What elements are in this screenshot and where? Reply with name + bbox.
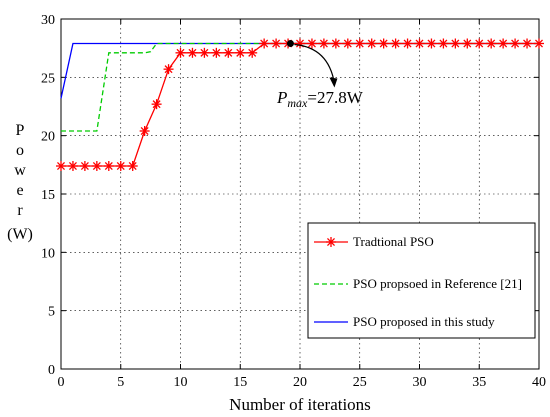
pmax-label: Pmax=27.8W bbox=[276, 88, 364, 110]
y-axis-label-letter: P bbox=[16, 122, 25, 139]
x-tick-label: 20 bbox=[293, 375, 307, 390]
asterisk-marker bbox=[414, 38, 425, 49]
asterisk-marker bbox=[326, 237, 336, 247]
pmax-annotation: Pmax=27.8W bbox=[276, 40, 364, 110]
asterisk-marker bbox=[306, 38, 317, 49]
pmax-point bbox=[286, 40, 294, 47]
x-tick-label: 35 bbox=[472, 375, 486, 390]
asterisk-marker bbox=[127, 161, 138, 171]
y-tick-label: 10 bbox=[41, 246, 55, 261]
legend-entry-2: PSO propsoed in Reference [21] bbox=[314, 276, 522, 291]
asterisk-marker bbox=[163, 64, 174, 75]
pmax-arrow bbox=[294, 43, 336, 84]
series-group bbox=[56, 38, 544, 171]
asterisk-marker bbox=[151, 99, 162, 110]
asterisk-marker bbox=[534, 38, 544, 49]
asterisk-marker bbox=[354, 38, 365, 49]
asterisk-marker bbox=[79, 161, 90, 171]
asterisk-marker bbox=[67, 161, 78, 171]
asterisk-marker bbox=[295, 38, 305, 49]
asterisk-marker bbox=[271, 38, 282, 49]
pmax-arrowhead bbox=[329, 77, 338, 88]
y-tick-label: 25 bbox=[41, 71, 55, 86]
asterisk-marker bbox=[223, 47, 234, 58]
asterisk-marker bbox=[450, 38, 461, 49]
x-tick-label: 5 bbox=[117, 375, 124, 390]
legend-label: Tradtional PSO bbox=[353, 234, 434, 249]
asterisk-marker bbox=[342, 38, 353, 49]
x-tick-label: 25 bbox=[353, 375, 367, 390]
asterisk-marker bbox=[139, 126, 150, 136]
y-tick-label: 5 bbox=[48, 305, 55, 320]
asterisk-marker bbox=[259, 38, 270, 49]
asterisk-marker bbox=[199, 47, 210, 58]
asterisk-marker bbox=[498, 38, 509, 49]
legend-entry-3: PSO proposed in this study bbox=[314, 314, 495, 329]
asterisk-marker bbox=[510, 38, 521, 49]
asterisk-marker bbox=[235, 47, 246, 58]
asterisk-marker bbox=[486, 38, 497, 49]
x-tick-label: 15 bbox=[233, 375, 247, 390]
asterisk-marker bbox=[402, 38, 413, 49]
series-line bbox=[61, 42, 539, 132]
asterisk-marker bbox=[462, 38, 473, 49]
asterisk-marker bbox=[318, 38, 329, 49]
y-tick-label: 30 bbox=[41, 13, 55, 28]
y-tick-label: 0 bbox=[48, 363, 55, 378]
y-axis-label-letter: e bbox=[16, 182, 23, 199]
asterisk-marker bbox=[522, 38, 533, 49]
y-axis-label-letter: o bbox=[16, 142, 24, 159]
legend-entry-1: Tradtional PSO bbox=[314, 234, 434, 249]
legend-label: PSO proposed in this study bbox=[353, 314, 495, 329]
x-tick-label: 30 bbox=[413, 375, 427, 390]
asterisk-marker bbox=[247, 47, 258, 58]
asterisk-marker bbox=[330, 38, 341, 49]
asterisk-marker bbox=[211, 47, 222, 58]
asterisk-marker bbox=[366, 38, 377, 49]
legend: Tradtional PSO PSO propsoed in Reference … bbox=[307, 222, 536, 339]
asterisk-marker bbox=[91, 161, 102, 171]
asterisk-marker bbox=[426, 38, 437, 49]
asterisk-marker bbox=[175, 47, 186, 58]
grid-lines bbox=[61, 19, 539, 369]
y-tick-label: 20 bbox=[41, 130, 55, 145]
y-axis-label-unit: (W) bbox=[7, 226, 33, 243]
x-tick-label: 40 bbox=[532, 375, 546, 390]
asterisk-marker bbox=[187, 47, 198, 58]
asterisk-marker bbox=[474, 38, 485, 49]
legend-label: PSO propsoed in Reference [21] bbox=[353, 276, 522, 291]
axis-ticks: 0 5 10 15 20 25 30 35 40 0 5 10 15 20 25 30 bbox=[41, 13, 546, 390]
asterisk-marker bbox=[56, 161, 66, 171]
y-tick-label: 15 bbox=[41, 188, 55, 203]
y-axis-label-letter: r bbox=[17, 202, 23, 219]
asterisk-marker bbox=[390, 38, 401, 49]
series-1 bbox=[56, 38, 544, 171]
asterisk-marker bbox=[378, 38, 389, 49]
x-tick-label: 10 bbox=[174, 375, 188, 390]
asterisk-marker bbox=[438, 38, 449, 49]
y-axis-label-letter: w bbox=[14, 162, 26, 179]
asterisk-marker bbox=[115, 161, 126, 171]
series-2 bbox=[61, 42, 539, 132]
x-axis-label: Number of iterations bbox=[229, 395, 371, 414]
asterisk-marker bbox=[103, 161, 114, 171]
x-tick-label: 0 bbox=[58, 375, 65, 390]
